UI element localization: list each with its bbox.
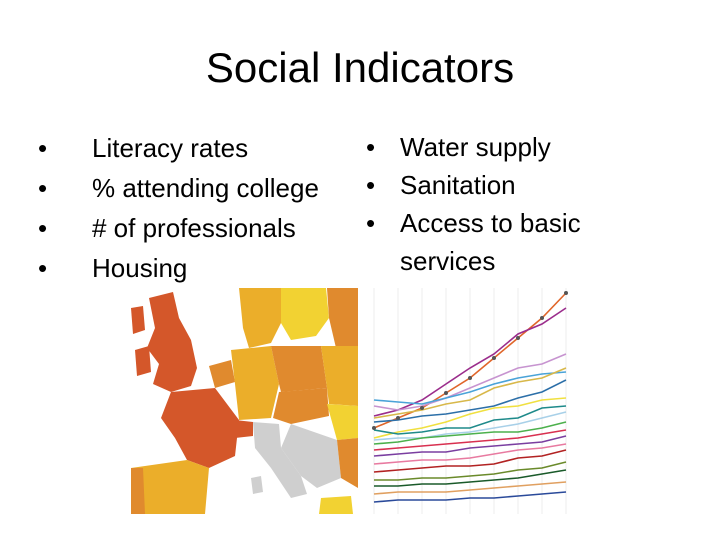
bullet-basic-services: • Access to basic services — [362, 204, 610, 280]
europe-map-image — [131, 288, 358, 514]
right-bullet-list: • Water supply • Sanitation • Access to bas… — [362, 128, 610, 280]
bullet-icon: • — [366, 170, 376, 200]
bullet-icon: • — [366, 132, 376, 162]
left-bullet-list: • Literacy rates •% attending college • # … — [38, 128, 319, 288]
bullet-literacy-rates: • Literacy rates — [38, 128, 319, 168]
trend-lines-image — [358, 288, 583, 514]
bullet-housing: • Housing — [38, 248, 319, 288]
bullet-icon: • — [38, 133, 48, 163]
bullet-sanitation: • Sanitation — [362, 166, 610, 204]
bullet-professionals: • # of professionals — [38, 208, 319, 248]
slide-title: Social Indicators — [205, 44, 515, 91]
bullet-icon: • — [38, 213, 48, 243]
bullet-water-supply: • Water supply — [362, 128, 610, 166]
bullet-icon: • — [38, 173, 48, 203]
bullet-attending-college: •% attending college — [38, 168, 319, 208]
bullet-icon: • — [366, 208, 376, 238]
bullet-icon: • — [38, 253, 48, 283]
